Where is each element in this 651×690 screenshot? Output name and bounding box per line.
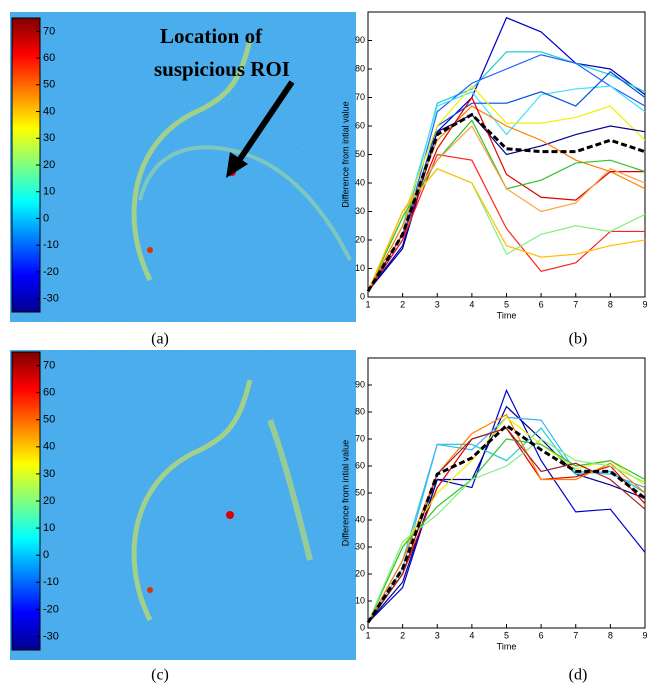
colorbar-tick-label: 30: [43, 468, 55, 480]
series-line: [367, 416, 646, 623]
series-line: [367, 113, 646, 292]
colorbar-tick-label: 40: [43, 105, 55, 117]
colorbar-tick-label: 50: [43, 414, 55, 426]
y-tick-label: 30: [355, 206, 365, 216]
series-line: [367, 125, 646, 292]
x-axis-label: Time: [497, 641, 517, 651]
x-tick-label: 6: [539, 299, 544, 309]
series-line: [367, 96, 645, 292]
series-line: [367, 413, 646, 623]
y-tick-label: 70: [355, 92, 365, 102]
y-tick-label: 80: [355, 63, 365, 73]
image-a: [10, 12, 356, 322]
panel-label: (b): [569, 331, 588, 348]
arrow-shaft: [235, 80, 295, 164]
panel-label: (a): [151, 331, 169, 348]
x-tick-label: 6: [539, 630, 544, 640]
x-tick-label: 2: [400, 630, 405, 640]
colorbar-tick-label: 0: [43, 549, 49, 561]
series-line: [367, 438, 646, 623]
arrow-head: [226, 152, 248, 178]
colorbar-tick-label: 40: [43, 441, 55, 453]
y-tick-label: 30: [355, 541, 365, 551]
colorbar-tick-label: -30: [43, 293, 59, 305]
series-line: [366, 423, 646, 624]
series-line: [367, 168, 646, 292]
colorbar-tick-label: -10: [43, 576, 59, 588]
y-tick-label: 10: [355, 263, 365, 273]
colorbar-tick-label: 50: [43, 79, 55, 91]
colorbar-tick-label: 70: [43, 25, 55, 37]
x-tick-label: 4: [469, 630, 474, 640]
x-tick-label: 4: [469, 299, 474, 309]
x-axis-label: Time: [497, 310, 517, 320]
series-line: [367, 153, 645, 292]
colorbar-tick-label: -10: [43, 239, 59, 251]
colorbar: [11, 17, 41, 313]
y-tick-label: 0: [360, 291, 365, 301]
colorbar: [11, 351, 41, 651]
y-tick-label: 20: [355, 568, 365, 578]
y-tick-label: 90: [355, 379, 365, 389]
y-tick-label: 20: [355, 234, 365, 244]
y-tick-label: 50: [355, 487, 365, 497]
x-tick-label: 5: [504, 630, 509, 640]
x-tick-label: 7: [573, 299, 578, 309]
colorbar-tick-label: -20: [43, 603, 59, 615]
x-tick-label: 9: [642, 630, 647, 640]
series-line: [367, 388, 646, 624]
y-tick-label: 50: [355, 149, 365, 159]
panel-label: (c): [151, 667, 169, 684]
y-tick-label: 60: [355, 460, 365, 470]
y-axis-label: Difference from intial value: [340, 101, 350, 207]
annotation: Location of: [160, 24, 263, 48]
colorbar-tick-label: 0: [43, 212, 49, 224]
colorbar-tick-label: -30: [43, 630, 59, 642]
x-tick-label: 7: [573, 630, 578, 640]
colorbar-tick-label: 60: [43, 52, 55, 64]
colorbar-tick-label: 10: [43, 522, 55, 534]
y-tick-label: 40: [355, 514, 365, 524]
y-tick-label: 80: [355, 406, 365, 416]
y-axis-label: Difference from intial value: [340, 440, 350, 546]
series-line: [367, 51, 646, 292]
y-tick-label: 40: [355, 177, 365, 187]
y-tick-label: 70: [355, 433, 365, 443]
x-tick-label: 9: [642, 299, 647, 309]
x-tick-label: 3: [435, 299, 440, 309]
colorbar-tick-label: 10: [43, 186, 55, 198]
x-tick-label: 8: [608, 299, 613, 309]
series-line: [367, 405, 646, 623]
x-tick-label: 1: [365, 630, 370, 640]
series-line: [366, 112, 646, 293]
x-tick-label: 3: [435, 630, 440, 640]
y-tick-label: 0: [360, 622, 365, 632]
colorbar-tick-label: 70: [43, 359, 55, 371]
panel-label: (d): [569, 667, 588, 684]
y-tick-label: 90: [355, 35, 365, 45]
colorbar-tick-label: 20: [43, 159, 55, 171]
x-tick-label: 1: [365, 299, 370, 309]
axes: [367, 357, 646, 629]
colorbar-tick-label: 30: [43, 132, 55, 144]
y-tick-label: 60: [355, 120, 365, 130]
annotation: suspicious ROI: [154, 57, 290, 81]
x-tick-label: 5: [504, 299, 509, 309]
colorbar-tick-label: 60: [43, 387, 55, 399]
image-c: [10, 350, 356, 660]
x-tick-label: 2: [400, 299, 405, 309]
colorbar-tick-label: -20: [43, 266, 59, 278]
series-line: [367, 85, 646, 292]
colorbar-tick-label: 20: [43, 495, 55, 507]
y-tick-label: 10: [355, 595, 365, 605]
x-tick-label: 8: [608, 630, 613, 640]
